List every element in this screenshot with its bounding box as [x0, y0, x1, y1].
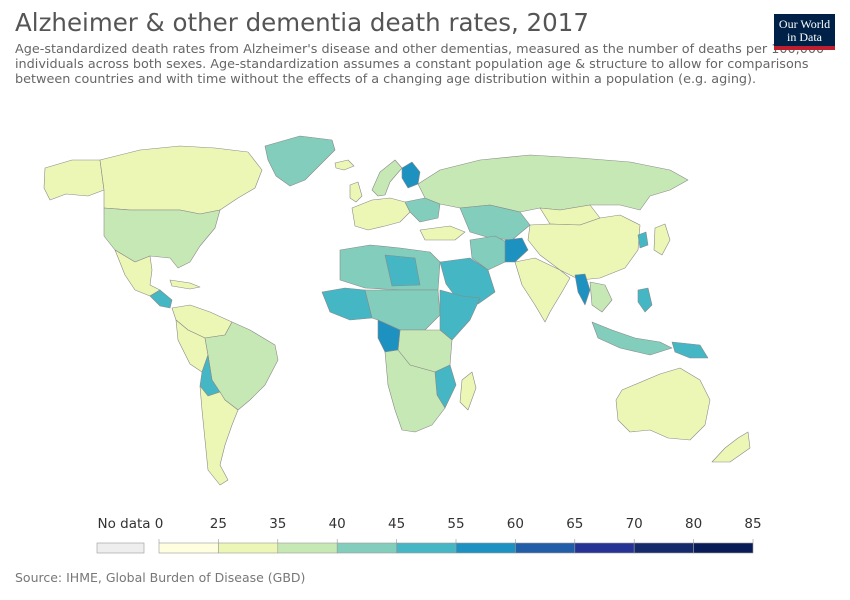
- legend-tick-label-4: 45: [388, 516, 405, 532]
- region-greenland[interactable]: [264, 135, 336, 187]
- legend-bin-6: [515, 542, 576, 554]
- region-iceland[interactable]: [334, 159, 355, 171]
- logo-line-2: in Data: [787, 30, 822, 44]
- legend-tick-label-9: 80: [685, 516, 702, 532]
- legend-tick-label-5: 55: [447, 516, 464, 532]
- region-arabia[interactable]: [439, 257, 496, 305]
- region-horn-of-africa[interactable]: [439, 289, 481, 341]
- legend-tick-label-7: 65: [566, 516, 583, 532]
- legend-tick-label-2: 35: [269, 516, 286, 532]
- color-legend: No data 0 25 35 40 45 55 60 65 70 80 85: [96, 516, 762, 554]
- no-data-label: No data: [97, 516, 150, 532]
- legend-bin-5: [455, 542, 516, 554]
- legend-bin-1: [218, 542, 279, 554]
- source-note: Source: IHME, Global Burden of Disease (…: [15, 570, 306, 585]
- region-libya-algeria[interactable]: [384, 254, 421, 287]
- region-southeast-asia[interactable]: [589, 281, 613, 313]
- legend-tick-label-8: 70: [626, 516, 643, 532]
- legend-tick-label-0: 0: [155, 516, 164, 532]
- region-madagascar[interactable]: [459, 371, 477, 411]
- region-myanmar[interactable]: [574, 273, 591, 306]
- region-mexico[interactable]: [114, 249, 161, 297]
- region-papua-new-guinea[interactable]: [671, 341, 709, 359]
- region-central-asia[interactable]: [459, 204, 531, 241]
- legend-bin-7: [574, 542, 635, 554]
- region-japan[interactable]: [653, 223, 671, 256]
- region-southern-cone[interactable]: [199, 385, 239, 486]
- legend-bin-4: [396, 542, 457, 554]
- region-southern-africa[interactable]: [384, 349, 446, 433]
- chart-subtitle: Age-standardized death rates from Alzhei…: [15, 42, 825, 87]
- region-alaska[interactable]: [43, 159, 105, 201]
- region-uk[interactable]: [349, 181, 363, 203]
- region-central-america[interactable]: [149, 289, 173, 309]
- region-india[interactable]: [514, 257, 571, 323]
- region-indonesia[interactable]: [591, 321, 673, 356]
- region-canada[interactable]: [99, 145, 263, 215]
- region-western-europe[interactable]: [351, 197, 411, 231]
- legend-tick-label-10: 85: [744, 516, 761, 532]
- legend-bin-9: [693, 542, 754, 554]
- region-scandinavia[interactable]: [371, 159, 403, 197]
- legend-tick-label-1: 25: [210, 516, 227, 532]
- owid-logo[interactable]: Our World in Data: [774, 14, 835, 50]
- legend-bin-8: [633, 542, 694, 554]
- region-turkey[interactable]: [419, 225, 466, 241]
- region-caribbean[interactable]: [169, 279, 201, 290]
- region-finland[interactable]: [401, 161, 421, 189]
- chart-title: Alzheimer & other dementia death rates, …: [15, 8, 589, 37]
- region-russia[interactable]: [417, 154, 689, 213]
- region-new-zealand[interactable]: [711, 431, 751, 463]
- legend-tick-label-6: 60: [507, 516, 524, 532]
- region-central-africa[interactable]: [364, 289, 441, 331]
- legend-bin-3: [336, 542, 397, 554]
- legend-tick-label-3: 40: [329, 516, 346, 532]
- region-korea[interactable]: [637, 231, 649, 249]
- region-afghanistan[interactable]: [504, 237, 529, 263]
- region-philippines[interactable]: [637, 287, 653, 313]
- legend-bin-2: [277, 542, 338, 554]
- region-australia[interactable]: [615, 367, 711, 441]
- region-china[interactable]: [527, 214, 641, 281]
- world-map[interactable]: [0, 110, 850, 500]
- logo-line-1: Our World: [778, 17, 831, 31]
- legend-bin-0: [158, 542, 219, 554]
- no-data-swatch: [96, 542, 145, 554]
